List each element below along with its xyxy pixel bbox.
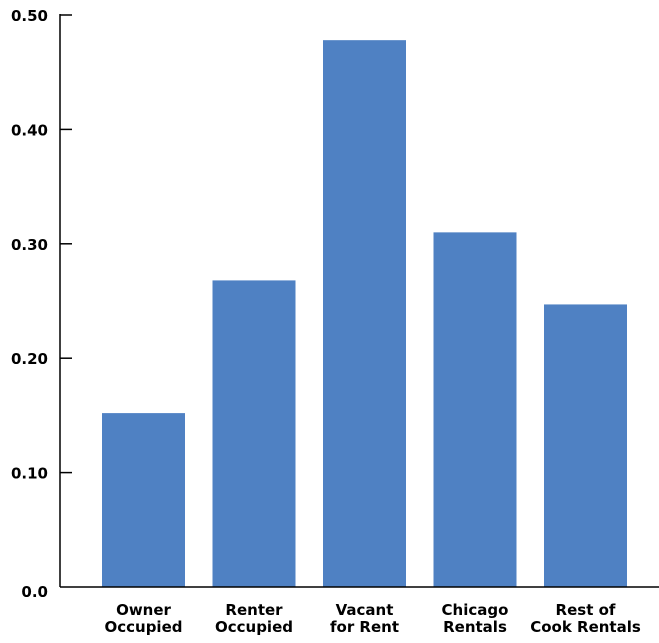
axes-layer xyxy=(59,14,659,588)
y-tick-label: 0.10 xyxy=(11,465,48,483)
x-category-label: Vacant for Rent xyxy=(330,601,399,636)
y-tick-label: 0.0 xyxy=(21,583,48,601)
bar-4 xyxy=(433,232,517,588)
y-tick-label: 0.20 xyxy=(11,350,48,368)
x-category-label: Owner Occupied xyxy=(104,601,182,636)
y-tick-label: 0.40 xyxy=(11,121,48,139)
bar-2 xyxy=(212,280,296,587)
x-category-label: Renter Occupied xyxy=(215,601,293,636)
y-tick-label: 0.50 xyxy=(11,7,48,25)
y-ticks-layer: 0.0 0.10 0.20 0.30 0.40 0.50 xyxy=(11,7,72,601)
bar-5 xyxy=(544,304,627,587)
y-tick-label: 0.30 xyxy=(11,236,48,254)
x-category-label: Chicago Rentals xyxy=(442,601,509,636)
bar-1 xyxy=(102,413,185,587)
x-labels-layer: Owner Occupied Renter Occupied Vacant for Ren… xyxy=(104,601,640,636)
bar-3 xyxy=(323,40,406,588)
bars-layer xyxy=(102,40,627,588)
x-category-label: Rest of Cook Rentals xyxy=(530,601,641,636)
